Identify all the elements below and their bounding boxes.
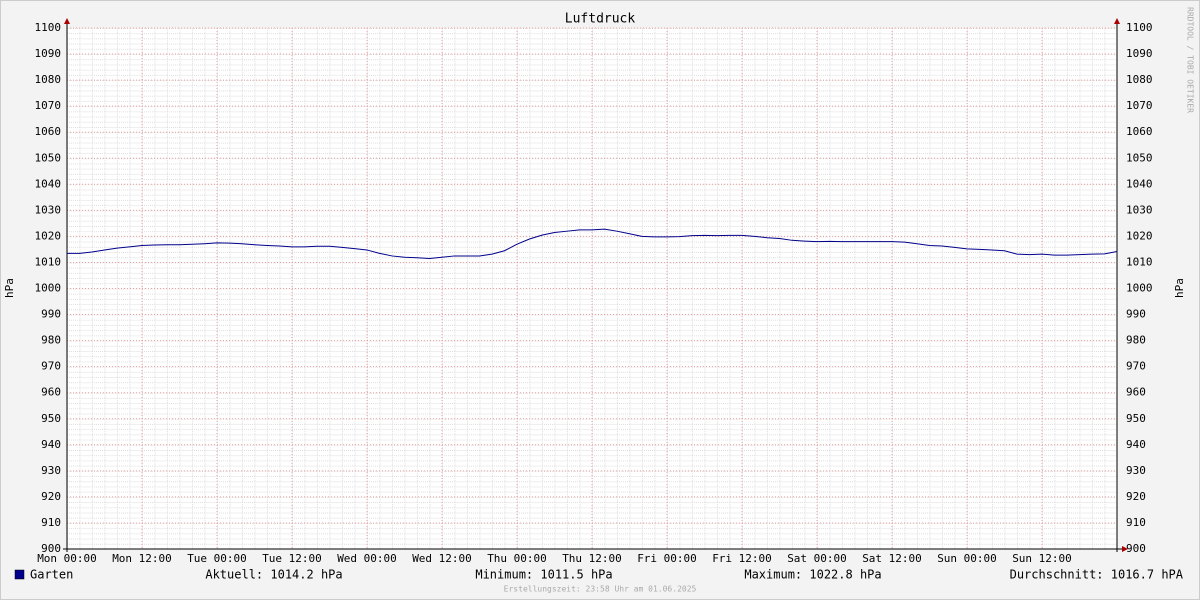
y-tick-label: 910 (41, 516, 61, 529)
y2-tick-label: 1090 (1126, 47, 1153, 60)
x-tick-label: Sun 12:00 (1012, 552, 1072, 565)
y-tick-label: 1010 (35, 255, 62, 268)
axis-arrow (1114, 18, 1120, 24)
y-tick-label: 960 (41, 386, 61, 399)
x-tick-label: Thu 12:00 (562, 552, 622, 565)
legend-stat: Minimum: 1011.5 hPa (475, 568, 612, 582)
y2-tick-label: 930 (1126, 464, 1146, 477)
x-tick-label: Fri 12:00 (712, 552, 772, 565)
x-tick-label: Tue 00:00 (187, 552, 247, 565)
y2-tick-label: 960 (1126, 386, 1146, 399)
y2-tick-label: 1030 (1126, 203, 1153, 216)
y-tick-label: 900 (41, 542, 61, 555)
y-axis-label: hPa (3, 278, 16, 298)
y-tick-label: 1040 (35, 177, 62, 190)
footer: Erstellungszeit: 23:58 Uhr am 01.06.2025 (504, 585, 697, 594)
y2-tick-label: 970 (1126, 360, 1146, 373)
y-tick-label: 990 (41, 308, 61, 321)
y-tick-label: 1080 (35, 73, 62, 86)
y-tick-label: 1090 (35, 47, 62, 60)
y2-tick-label: 1020 (1126, 229, 1153, 242)
y2-tick-label: 950 (1126, 412, 1146, 425)
legend-stat: Maximum: 1022.8 hPa (744, 568, 881, 582)
y2-tick-label: 940 (1126, 438, 1146, 451)
chart-title: Luftdruck (565, 12, 636, 27)
x-tick-label: Fri 00:00 (637, 552, 697, 565)
x-tick-label: Wed 00:00 (337, 552, 397, 565)
watermark: RRDTOOL / TOBI OETIKER (1186, 7, 1195, 113)
x-tick-label: Wed 12:00 (412, 552, 472, 565)
y2-tick-label: 920 (1126, 490, 1146, 503)
y-tick-label: 980 (41, 334, 61, 347)
x-tick-label: Tue 12:00 (262, 552, 322, 565)
x-tick-label: Mon 00:00 (37, 552, 97, 565)
axis-arrow (64, 18, 70, 24)
y-tick-label: 1050 (35, 151, 62, 164)
y-tick-label: 950 (41, 412, 61, 425)
y2-axis-label: hPa (1173, 278, 1186, 298)
y-tick-label: 940 (41, 438, 61, 451)
legend-stat: Durchschnitt: 1016.7 hPA (1010, 568, 1184, 582)
y-tick-label: 920 (41, 490, 61, 503)
legend-swatch (14, 569, 25, 580)
y2-tick-label: 1010 (1126, 255, 1153, 268)
y2-tick-label: 1000 (1126, 282, 1153, 295)
y2-tick-label: 1070 (1126, 99, 1153, 112)
legend-label: Garten (30, 568, 73, 582)
y2-tick-label: 990 (1126, 308, 1146, 321)
axis-arrow (1122, 546, 1128, 552)
y-tick-label: 1060 (35, 125, 62, 138)
y2-tick-label: 1080 (1126, 73, 1153, 86)
y2-tick-label: 900 (1126, 542, 1146, 555)
x-tick-label: Mon 12:00 (112, 552, 172, 565)
data-line (67, 228, 1118, 260)
y2-tick-label: 1100 (1126, 21, 1153, 34)
y2-tick-label: 910 (1126, 516, 1146, 529)
x-tick-label: Thu 00:00 (487, 552, 547, 565)
y-tick-label: 970 (41, 360, 61, 373)
x-tick-label: Sun 00:00 (937, 552, 997, 565)
y-tick-label: 1030 (35, 203, 62, 216)
y-tick-label: 1020 (35, 229, 62, 242)
x-tick-label: Sat 00:00 (787, 552, 847, 565)
y2-tick-label: 1040 (1126, 177, 1153, 190)
x-tick-label: Sat 12:00 (862, 552, 922, 565)
y2-tick-label: 1050 (1126, 151, 1153, 164)
y-tick-label: 1100 (35, 21, 62, 34)
y2-tick-label: 1060 (1126, 125, 1153, 138)
y2-tick-label: 980 (1126, 334, 1146, 347)
y-tick-label: 1070 (35, 99, 62, 112)
y-tick-label: 1000 (35, 282, 62, 295)
legend-stat: Aktuell: 1014.2 hPa (205, 568, 342, 582)
y-tick-label: 930 (41, 464, 61, 477)
